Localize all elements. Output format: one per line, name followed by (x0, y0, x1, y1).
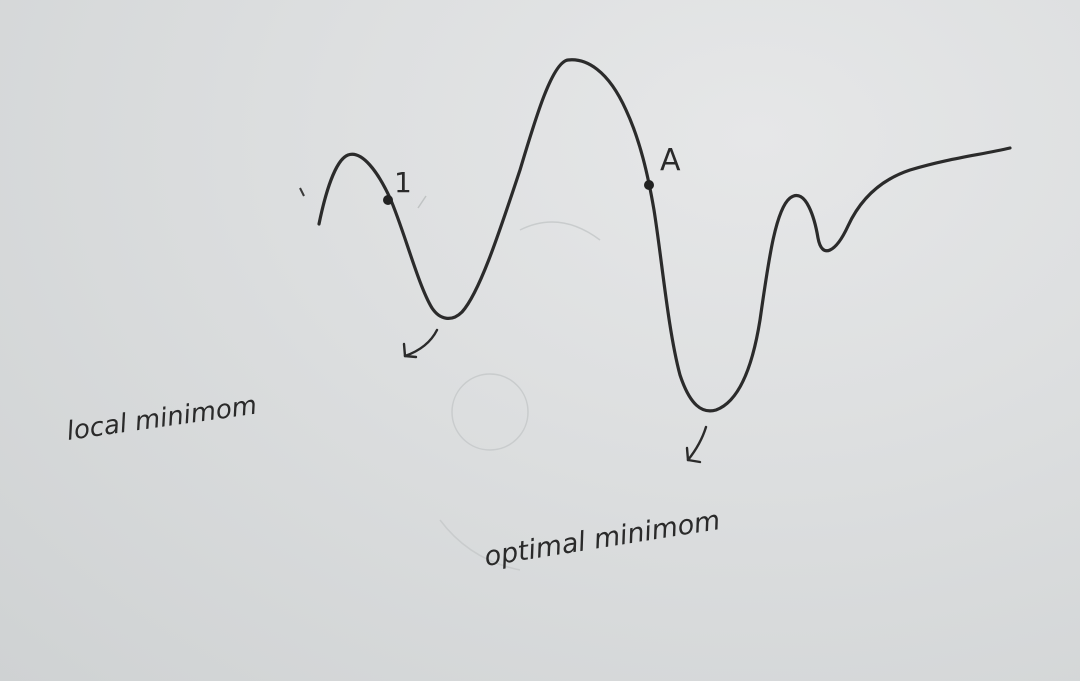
loss-curve (317, 58, 1012, 413)
curve-start-tick (299, 187, 305, 197)
ghost-stroke (439, 519, 521, 571)
point-1-dot (383, 195, 393, 205)
point-a-dot (644, 180, 654, 190)
point-a-label: A (660, 143, 681, 178)
ghost-stroke (519, 221, 601, 241)
point-1-label: 1 (394, 166, 412, 199)
local-minimum-label: local minimom (65, 391, 259, 447)
optimal-minimum-arrow (685, 425, 708, 464)
local-minimum-arrow (402, 328, 439, 359)
ghost-marks (439, 221, 601, 571)
optimal-minimum-label: optimal minimom (482, 505, 722, 573)
ghost-circle (451, 373, 529, 451)
point-1-flick (417, 195, 427, 209)
